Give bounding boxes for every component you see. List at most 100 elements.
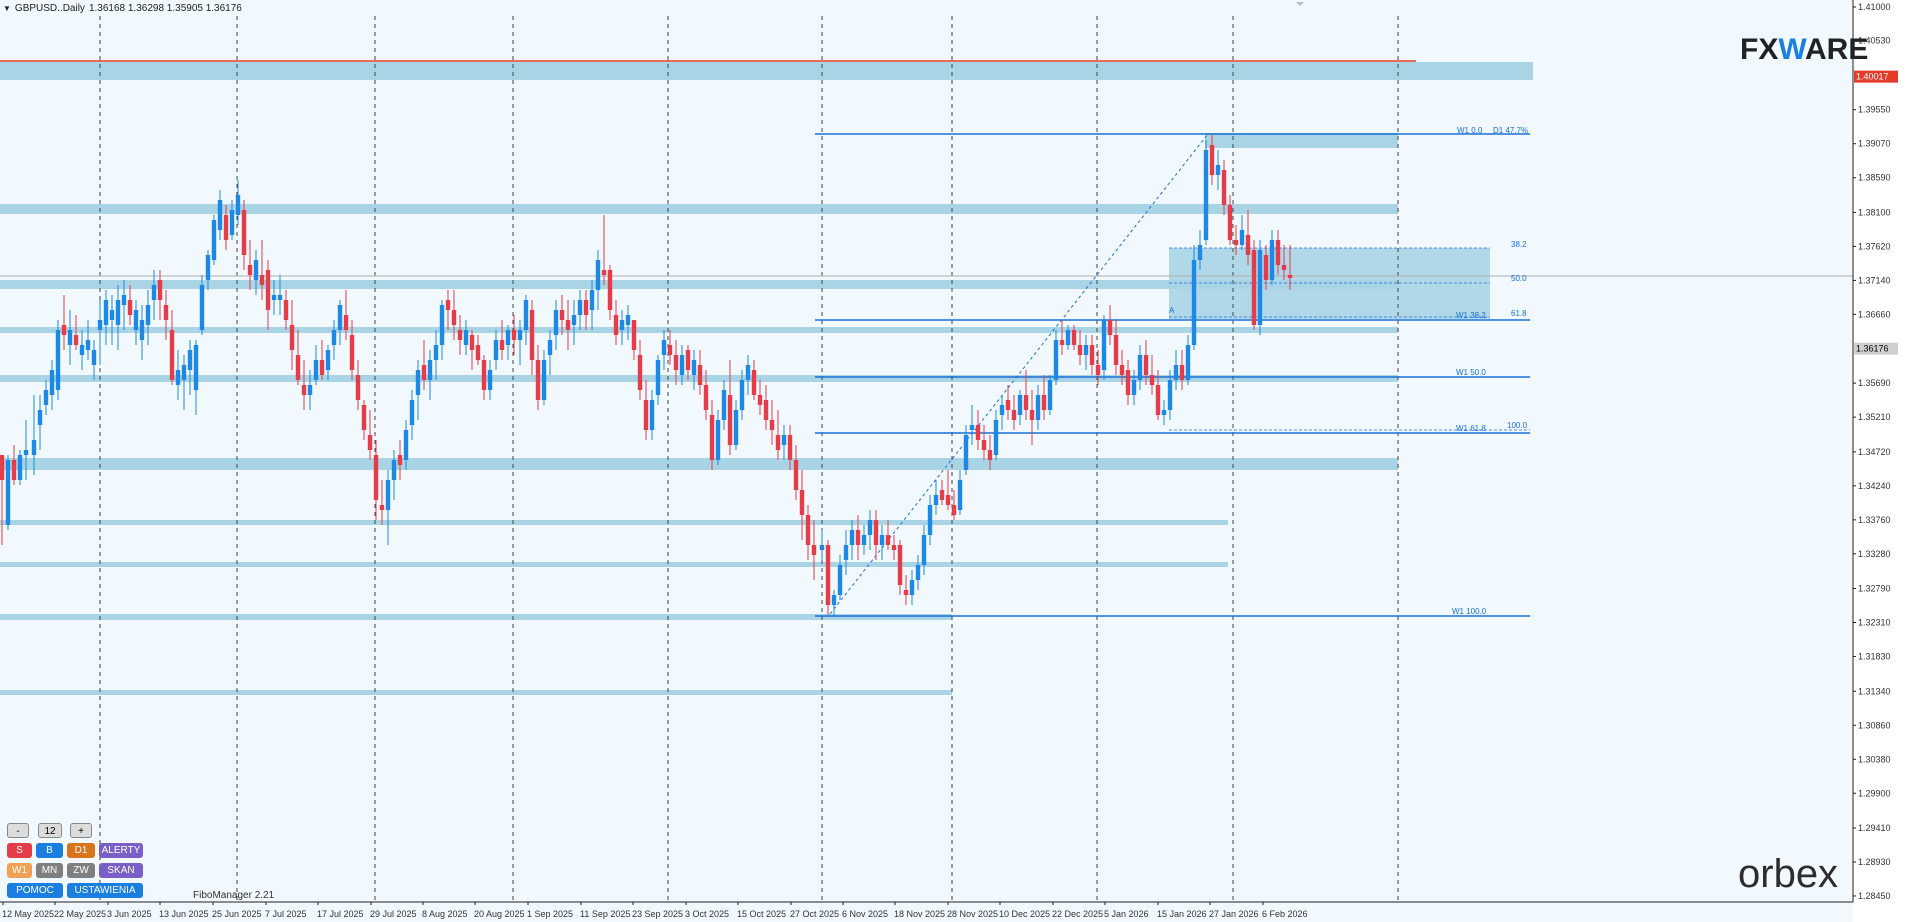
candle [91,350,97,365]
candle [649,400,655,430]
price-axis-background [1853,0,1913,922]
time-label: 3 Jun 2025 [107,909,152,919]
time-label: 5 Jan 2026 [1104,909,1149,919]
d1-button[interactable]: D1 [67,843,95,858]
time-label: 23 Sep 2025 [632,909,683,919]
candle [927,505,933,535]
fibo-retracement-zone [1169,248,1490,319]
candle [945,495,951,505]
candle [103,300,109,325]
candle [559,310,565,320]
w1-button[interactable]: W1 [7,863,32,878]
candle [589,290,595,310]
candle [745,365,751,380]
candle [861,535,867,545]
candle [295,355,301,380]
candle [211,220,217,260]
candle [1197,245,1203,260]
price-label: 1.34240 [1858,481,1891,491]
candle [781,435,787,445]
fibomanager-version: FiboManager 2.21 [193,890,275,901]
candle [1173,365,1179,380]
candle [1203,150,1209,240]
price-label: 1.33760 [1858,515,1891,525]
candle [993,420,999,455]
candle [897,545,903,585]
skan-button[interactable]: SKAN [99,863,143,878]
candle [1143,355,1149,375]
sr-zone [0,562,1228,567]
candle [511,330,517,340]
candle [487,370,493,390]
candle [987,450,993,460]
candle [637,355,643,390]
candle [915,565,921,580]
sr-zone [0,458,1398,470]
candle [577,300,583,315]
scroll-marker-icon [1296,2,1304,6]
candle [721,390,727,420]
candle [127,300,133,315]
candle [1071,330,1077,345]
alerty-button[interactable]: ALERTY [99,843,143,858]
candle [259,275,265,285]
pomoc-button[interactable]: POMOC [7,883,63,898]
sr-zone [1205,133,1398,148]
sell-button[interactable]: S [7,843,32,858]
price-label: 1.29900 [1858,788,1891,798]
candle [1053,340,1059,380]
candle [1005,400,1011,410]
sr-zone [0,280,1398,289]
candle [349,335,355,370]
candle [139,320,145,340]
candle [1215,165,1221,175]
price-label: 1.29410 [1858,823,1891,833]
candle [595,260,601,290]
increase-button[interactable]: + [70,823,92,838]
candle [703,385,709,410]
candle [0,455,5,480]
time-label: 27 Oct 2025 [790,909,839,919]
candle [1275,240,1281,265]
candle [547,340,553,355]
candle [879,535,885,545]
candle [523,300,529,330]
candle [727,395,733,445]
candle [529,310,535,360]
candle [733,410,739,445]
candle [265,270,271,310]
candle [199,285,205,330]
candle [217,200,223,230]
dropdown-triangle-icon[interactable]: ▼ [3,3,11,13]
sr-zone [0,62,1533,80]
price-label: 1.36660 [1858,309,1891,319]
zw-button[interactable]: ZW [67,863,95,878]
mn-button[interactable]: MN [36,863,63,878]
price-label: 1.35690 [1858,378,1891,388]
candle [981,440,987,450]
price-label: 1.39070 [1858,139,1891,149]
fxware-logo: FXWARE [1740,33,1869,66]
candle [975,425,981,440]
candle [885,535,891,545]
price-label: 1.37140 [1858,275,1891,285]
candle [1059,340,1065,345]
candle [301,385,307,395]
time-label: 15 Oct 2025 [737,909,786,919]
count-field[interactable]: 12 [38,823,62,838]
ustawienia-button[interactable]: USTAWIENIA [67,883,143,898]
candle [679,355,685,375]
decrease-button[interactable]: - [7,823,29,838]
time-label: 25 Jun 2025 [212,909,262,919]
candle [235,195,241,215]
candle [23,450,29,455]
candle [1209,145,1215,175]
candle [625,315,631,325]
buy-button[interactable]: B [36,843,63,858]
candle [1131,380,1137,395]
candle [793,460,799,490]
candle [187,350,193,370]
candle [1233,240,1239,245]
